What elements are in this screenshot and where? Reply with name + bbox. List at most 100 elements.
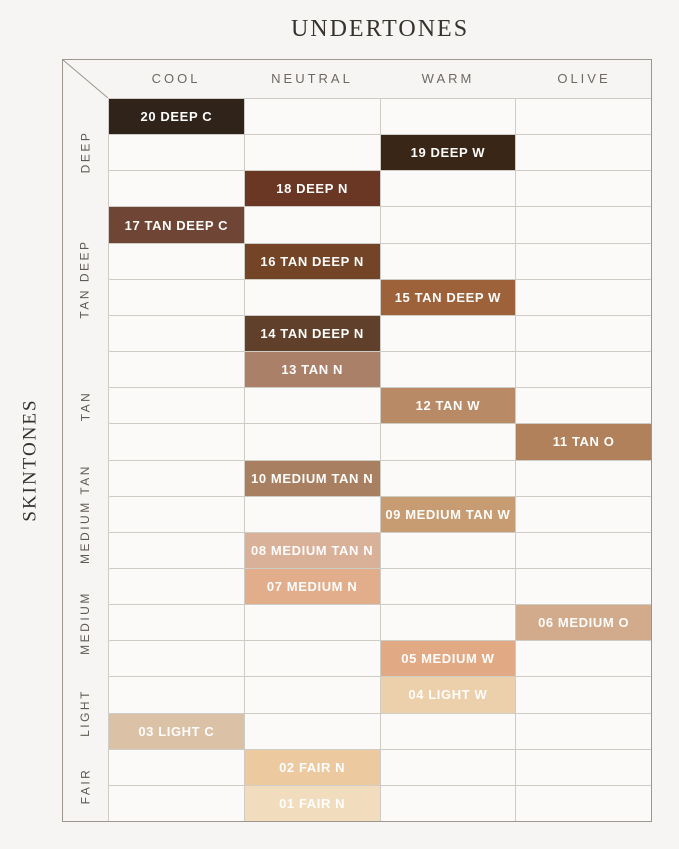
- column-headers: COOL NEUTRAL WARM OLIVE: [108, 59, 652, 98]
- row-group-tan: TAN: [62, 351, 108, 460]
- grid-cell-empty: [516, 677, 652, 714]
- grid-cell-empty: [516, 315, 652, 353]
- shade-swatch-04-light-w: 04 LIGHT W: [380, 677, 517, 714]
- shade-swatch-08-medium-tan-n: 08 MEDIUM TAN N: [244, 532, 381, 569]
- grid-cell-empty: [109, 243, 245, 280]
- grid-cell-empty: [244, 207, 381, 244]
- row-group-fair: FAIR: [62, 750, 108, 822]
- grid-cell-empty: [109, 641, 245, 678]
- row-group-light: LIGHT: [62, 677, 108, 749]
- grid-cell-empty: [244, 279, 381, 316]
- grid-cell-empty: [380, 207, 517, 244]
- row-group-label: MEDIUM TAN: [78, 464, 93, 565]
- grid-cell-empty: [109, 460, 245, 497]
- grid-cell-empty: [380, 352, 517, 389]
- grid-cell-empty: [516, 568, 652, 606]
- shade-swatch-09-medium-tan-w: 09 MEDIUM TAN W: [380, 496, 517, 533]
- shade-swatch-01-fair-n: 01 FAIR N: [244, 785, 381, 822]
- grid-cell-empty: [244, 677, 381, 714]
- grid-cell-empty: [380, 532, 517, 569]
- grid-cell-empty: [516, 532, 652, 569]
- grid-cell-empty: [109, 677, 245, 714]
- shade-swatch-12-tan-w: 12 TAN W: [380, 388, 517, 425]
- grid-cell-empty: [516, 99, 652, 136]
- shade-label: 14 TAN DEEP N: [260, 325, 364, 341]
- grid-cell-empty: [109, 532, 245, 569]
- column-header-olive: OLIVE: [557, 71, 611, 86]
- shade-label: 18 DEEP N: [276, 181, 348, 197]
- grid-cell-empty: [109, 605, 245, 642]
- grid-cell-empty: [380, 605, 517, 642]
- shade-swatch-17-tan-deep-c: 17 TAN DEEP C: [109, 207, 245, 244]
- column-header-neutral: NEUTRAL: [271, 71, 353, 86]
- grid-cell-empty: [109, 171, 245, 208]
- row-group-label: LIGHT: [78, 689, 92, 738]
- y-axis-label-container: SKINTONES: [0, 98, 62, 822]
- grid-cell-empty: [516, 171, 652, 208]
- grid-cell-empty: [109, 424, 245, 461]
- row-group-medium-tan: MEDIUM TAN: [62, 460, 108, 569]
- grid-cell-empty: [516, 713, 652, 750]
- grid-cell-empty: [109, 135, 245, 172]
- grid-cell-empty: [516, 352, 652, 389]
- shade-label: 11 TAN O: [552, 434, 615, 450]
- corner-diagonal-line: [62, 59, 108, 98]
- grid-cell-empty: [516, 785, 652, 822]
- shade-swatch-06-medium-o: 06 MEDIUM O: [516, 605, 652, 642]
- grid-cell-empty: [380, 424, 517, 461]
- shade-swatch-11-tan-o: 11 TAN O: [516, 424, 652, 461]
- shade-swatch-19-deep-w: 19 DEEP W: [380, 135, 517, 172]
- column-header-cool: COOL: [151, 71, 201, 86]
- grid-cell-empty: [380, 749, 517, 786]
- row-group-label: MEDIUM: [78, 591, 93, 655]
- grid-cell-empty: [109, 315, 245, 353]
- grid-cell-empty: [244, 388, 381, 425]
- grid-cell-empty: [380, 713, 517, 750]
- grid-cell-empty: [109, 749, 245, 786]
- shade-label: 03 LIGHT C: [138, 723, 215, 739]
- grid-cell-empty: [109, 496, 245, 533]
- row-group-labels: DEEP TAN DEEP TAN MEDIUM TAN MEDIUM LIGHT FAIR: [62, 98, 108, 822]
- row-group-label: TAN: [77, 390, 92, 421]
- row-group-label: FAIR: [77, 767, 92, 805]
- grid-cell-empty: [244, 135, 381, 172]
- grid-cell-empty: [380, 785, 517, 822]
- grid-cell-empty: [516, 207, 652, 244]
- grid-cell-empty: [244, 496, 381, 533]
- grid-cell-empty: [380, 315, 517, 353]
- shade-swatch-03-light-c: 03 LIGHT C: [109, 713, 245, 750]
- shade-label: 01 FAIR N: [279, 795, 346, 811]
- grid-cell-empty: [516, 460, 652, 497]
- shade-swatch-15-tan-deep-w: 15 TAN DEEP W: [380, 279, 517, 316]
- shade-label: 17 TAN DEEP C: [124, 217, 229, 233]
- grid-cell-empty: [109, 388, 245, 425]
- grid-cell-empty: [109, 568, 245, 606]
- grid-cell-empty: [516, 388, 652, 425]
- grid-cell-empty: [244, 605, 381, 642]
- shade-swatch-14-tan-deep-n: 14 TAN DEEP N: [244, 315, 381, 353]
- shade-swatch-10-medium-tan-n: 10 MEDIUM TAN N: [244, 460, 381, 497]
- shade-swatch-16-tan-deep-n: 16 TAN DEEP N: [244, 243, 381, 280]
- row-group-label: TAN DEEP: [78, 239, 92, 319]
- grid-cell-empty: [380, 99, 517, 136]
- shade-swatch-07-medium-n: 07 MEDIUM N: [244, 568, 381, 606]
- shade-swatch-18-deep-n: 18 DEEP N: [244, 171, 381, 208]
- shade-swatch-20-deep-c: 20 DEEP C: [109, 99, 245, 136]
- shade-label: 04 LIGHT W: [408, 687, 488, 703]
- shade-label: 16 TAN DEEP N: [260, 253, 364, 269]
- shade-label: 20 DEEP C: [140, 109, 213, 125]
- grid-cell-empty: [244, 99, 381, 136]
- shade-label: 12 TAN W: [415, 398, 481, 414]
- grid-cell-empty: [516, 243, 652, 280]
- grid-cell-empty: [380, 171, 517, 208]
- shade-swatch-05-medium-w: 05 MEDIUM W: [380, 641, 517, 678]
- shade-swatch-02-fair-n: 02 FAIR N: [244, 749, 381, 786]
- column-header-warm: WARM: [421, 71, 475, 86]
- shade-matrix: COOL NEUTRAL WARM OLIVE DEEP TAN DEEP TAN MEDI…: [62, 59, 652, 822]
- shade-label: 02 FAIR N: [279, 759, 346, 775]
- grid-cell-empty: [380, 243, 517, 280]
- grid-cell-empty: [516, 496, 652, 533]
- row-group-label: DEEP: [78, 130, 92, 174]
- grid-cell-empty: [380, 568, 517, 606]
- row-group-tan-deep: TAN DEEP: [62, 207, 108, 352]
